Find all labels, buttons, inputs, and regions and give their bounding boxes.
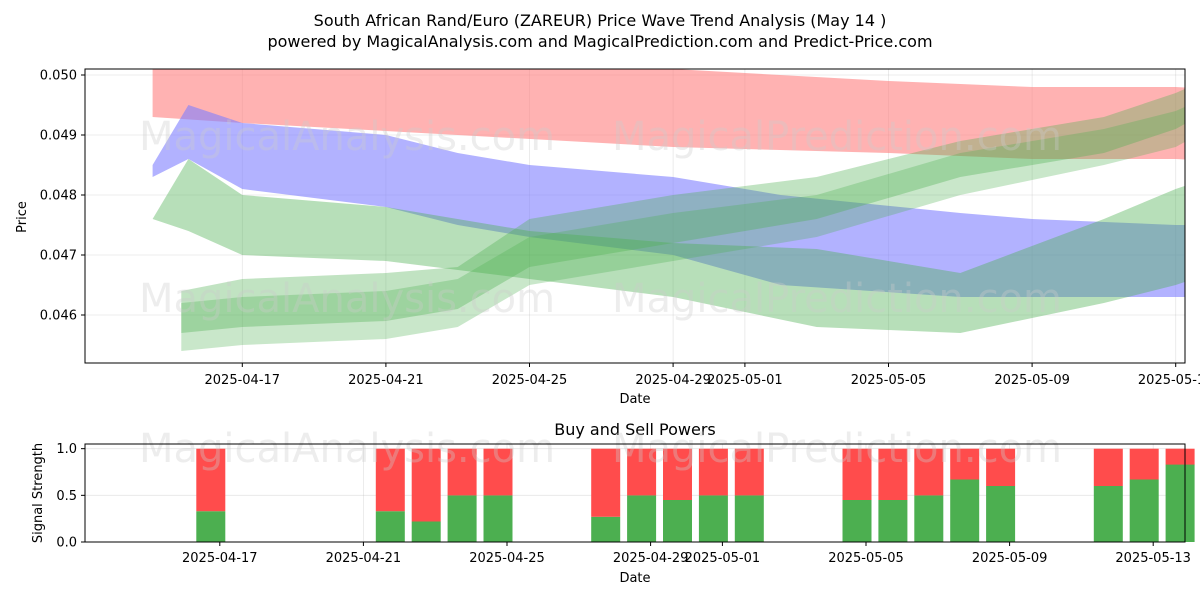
sell-bar (447, 448, 477, 496)
sell-bar (591, 448, 621, 517)
buy-bar (1165, 464, 1195, 542)
buy-bar (1093, 486, 1123, 542)
bottom-y-tick-label: 1.0 (56, 442, 77, 457)
bottom-x-tick-label: 2025-04-17 (182, 551, 258, 566)
buy-bar (411, 521, 441, 542)
sell-bar (627, 448, 657, 496)
bottom-y-tick-label: 0.5 (56, 489, 77, 504)
buy-bar (1129, 479, 1159, 542)
top-x-tick-label: 2025-05-09 (994, 373, 1070, 388)
buy-bar (447, 495, 477, 542)
top-x-tick-label: 2025-04-29 (635, 373, 711, 388)
top-y-tick-label: 0.047 (40, 249, 77, 264)
band-green-band-rising-2 (181, 106, 1185, 351)
bottom-plot-frame (84, 443, 1186, 543)
sell-bar (663, 448, 692, 500)
sell-bar (698, 448, 728, 496)
sell-bar (196, 448, 226, 512)
buy-bar (842, 500, 872, 542)
buy-bar (986, 486, 1016, 542)
bottom-y-tick-label: 0.0 (56, 536, 77, 551)
top-y-tick-label: 0.046 (40, 309, 77, 324)
buy-bar (914, 495, 944, 542)
sell-bar (842, 448, 872, 500)
sell-bar (411, 448, 441, 522)
top-y-tick-label: 0.050 (40, 69, 77, 84)
buy-bar (950, 479, 980, 542)
buy-bar (734, 495, 764, 542)
top-y-ticks: 0.046 0.047 0.048 0.049 0.050 (40, 69, 85, 324)
top-x-tick-label: 2025-05-13 (1138, 373, 1200, 388)
sell-bar (483, 448, 513, 496)
watermark-prediction-bottom: MagicalPrediction.com (612, 426, 1062, 472)
top-bands (152, 69, 1185, 351)
top-x-tick-label: 2025-04-25 (492, 373, 568, 388)
watermark-analysis-top: MagicalAnalysis.com (139, 114, 555, 160)
sell-bar (914, 448, 944, 496)
watermark-analysis-bottom: MagicalAnalysis.com (139, 426, 555, 472)
watermark-prediction-top: MagicalPrediction.com (612, 114, 1062, 160)
top-x-tick-label: 2025-04-21 (348, 373, 424, 388)
top-x-tick-label: 2025-05-05 (851, 373, 927, 388)
watermark-analysis-mid: MagicalAnalysis.com (139, 276, 555, 322)
band-red-band (152, 69, 1185, 160)
bottom-x-tick-label: 2025-05-13 (1115, 551, 1191, 566)
buy-bar (375, 511, 405, 542)
bottom-x-tick-label: 2025-04-21 (326, 551, 402, 566)
top-watermarks: MagicalAnalysis.com MagicalPrediction.co… (139, 114, 1062, 322)
bottom-x-tick-label: 2025-04-29 (613, 551, 689, 566)
sell-bar (375, 448, 405, 512)
sell-bar (1165, 448, 1195, 465)
watermark-prediction-mid: MagicalPrediction.com (612, 276, 1062, 322)
sell-bar (878, 448, 908, 500)
buy-bar (698, 495, 728, 542)
band-green-band-rising (181, 88, 1185, 333)
sell-bar (1129, 448, 1159, 480)
sell-bar (734, 448, 764, 496)
bottom-x-tick-label: 2025-05-01 (685, 551, 761, 566)
bottom-watermarks: MagicalAnalysis.com MagicalPrediction.co… (139, 426, 1062, 472)
buy-bar (196, 511, 226, 542)
buy-bar (878, 500, 908, 542)
bottom-bars (196, 448, 1195, 542)
bottom-x-ticks: 2025-04-17 2025-04-21 2025-04-25 2025-04-29… (182, 542, 1191, 566)
bottom-x-tick-label: 2025-05-05 (828, 551, 904, 566)
top-x-tick-label: 2025-04-17 (205, 373, 281, 388)
band-blue-band (152, 105, 1185, 297)
sell-bar (986, 448, 1016, 486)
top-x-tick-label: 2025-05-01 (707, 373, 783, 388)
bottom-chart-title: Buy and Sell Powers (554, 420, 716, 439)
bottom-x-tick-label: 2025-05-09 (972, 551, 1048, 566)
sell-bar (1093, 448, 1123, 486)
sell-bar (950, 448, 980, 480)
buy-bar (483, 495, 513, 542)
bottom-x-axis-label: Date (619, 571, 650, 586)
bottom-y-ticks: 0.0 0.5 1.0 (56, 442, 85, 551)
buy-bar (663, 500, 692, 542)
top-x-ticks: 2025-04-17 2025-04-21 2025-04-25 2025-04-29… (205, 363, 1200, 388)
buy-bar (627, 495, 657, 542)
top-y-tick-label: 0.048 (40, 189, 77, 204)
buy-bar (591, 516, 621, 542)
top-plot-frame (84, 68, 1186, 364)
top-x-axis-label: Date (619, 392, 650, 407)
bottom-x-tick-label: 2025-04-25 (469, 551, 545, 566)
top-y-axis-label: Price (15, 201, 30, 233)
chart-subtitle: powered by MagicalAnalysis.com and Magic… (267, 32, 932, 51)
chart-title: South African Rand/Euro (ZAREUR) Price W… (314, 11, 887, 30)
band-green-band-wide (152, 159, 1185, 333)
bottom-y-axis-label: Signal Strength (31, 443, 46, 543)
top-y-tick-label: 0.049 (40, 129, 77, 144)
